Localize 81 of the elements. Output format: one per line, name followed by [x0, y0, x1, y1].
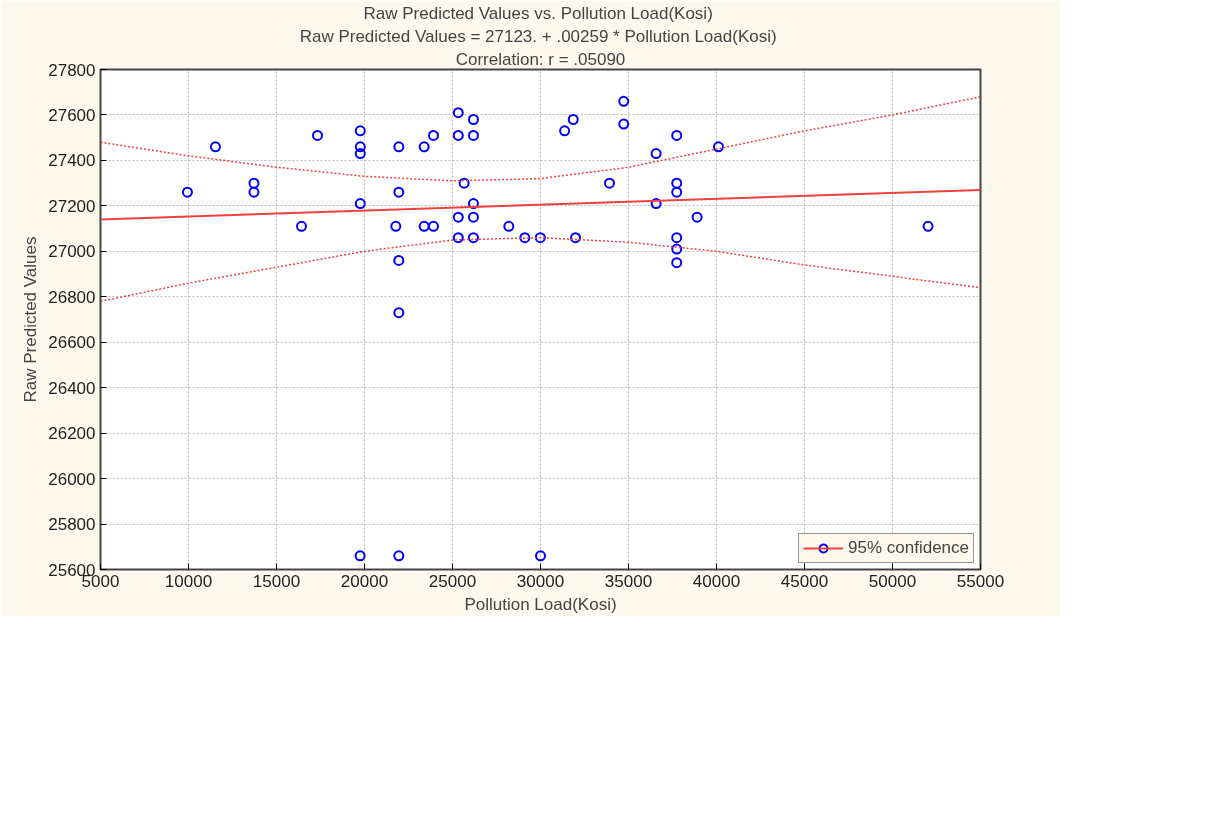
point [452, 232, 464, 244]
x-tick-label: 30000 [516, 571, 565, 591]
point [467, 211, 479, 223]
y-tick-label: 26600 [48, 333, 96, 353]
x-tick-label: 10000 [164, 571, 213, 591]
point [650, 198, 662, 210]
x-tick-label: 25000 [428, 571, 477, 591]
point [393, 141, 405, 153]
point [452, 129, 464, 141]
chart-title: Raw Predicted Values vs. Pollution Load(Kosi) [363, 3, 713, 23]
point [671, 232, 683, 244]
y-tick-label: 26200 [48, 424, 96, 444]
point [650, 148, 662, 160]
point [393, 550, 405, 562]
legend-label: 95% confidence [848, 538, 969, 558]
point [671, 243, 683, 255]
line-series [100, 96, 981, 182]
x-tick-label: 20000 [340, 571, 389, 591]
x-tick-label: 15000 [252, 571, 301, 591]
point [452, 211, 464, 223]
point [618, 118, 630, 130]
point [519, 232, 531, 244]
point [671, 177, 683, 189]
point [312, 129, 324, 141]
line-series [100, 236, 981, 303]
y-tick-label: 26000 [48, 469, 96, 489]
point [393, 254, 405, 266]
y-tick-label: 27800 [48, 60, 96, 80]
point [503, 220, 515, 232]
x-tick-label: 35000 [604, 571, 653, 591]
point [534, 232, 546, 244]
point [467, 198, 479, 210]
point [467, 114, 479, 125]
point [181, 186, 193, 198]
y-tick-label: 26400 [48, 378, 96, 398]
y-tick-label: 27200 [48, 196, 96, 216]
y-tick-label: 27000 [48, 242, 96, 262]
point [248, 177, 260, 189]
point [354, 141, 366, 153]
point [570, 232, 582, 244]
point [209, 141, 221, 153]
point [248, 186, 260, 198]
point [390, 220, 402, 232]
y-tick-label: 27400 [48, 151, 96, 171]
point [671, 129, 683, 141]
point [712, 141, 724, 153]
x-tick-label: 50000 [868, 571, 917, 591]
point [603, 177, 615, 189]
point [452, 107, 464, 119]
y-axis-title: Raw Predicted Values [21, 236, 41, 403]
point [691, 211, 703, 223]
point [418, 141, 430, 153]
point [467, 129, 479, 141]
x-tick-label: 55000 [956, 571, 1005, 591]
point [354, 198, 366, 210]
point [393, 186, 405, 198]
text: Correlation: r = .05090 [455, 49, 626, 69]
y-tick-label: 27600 [48, 105, 96, 125]
point [559, 125, 571, 137]
x-axis-title: Pollution Load(Kosi) [464, 594, 617, 614]
x-tick-label: 40000 [692, 571, 741, 591]
point [535, 550, 546, 562]
point [922, 220, 934, 232]
y-tick-label: 26800 [48, 287, 96, 307]
point [354, 148, 366, 160]
point [458, 177, 470, 189]
y-tick-label: 25800 [48, 515, 96, 535]
point [671, 257, 683, 269]
point [295, 220, 307, 232]
point [427, 220, 439, 232]
point [671, 186, 683, 198]
chart-subtitle: Raw Predicted Values = 27123. + .00259 * Pollution Load(Kosi) [299, 26, 777, 46]
point [354, 550, 366, 562]
point [393, 307, 405, 319]
point [567, 114, 579, 125]
point [354, 125, 366, 137]
point [467, 232, 479, 244]
point [618, 95, 630, 107]
x-tick-label: 45000 [780, 571, 829, 591]
point [427, 129, 439, 141]
point [418, 220, 430, 232]
